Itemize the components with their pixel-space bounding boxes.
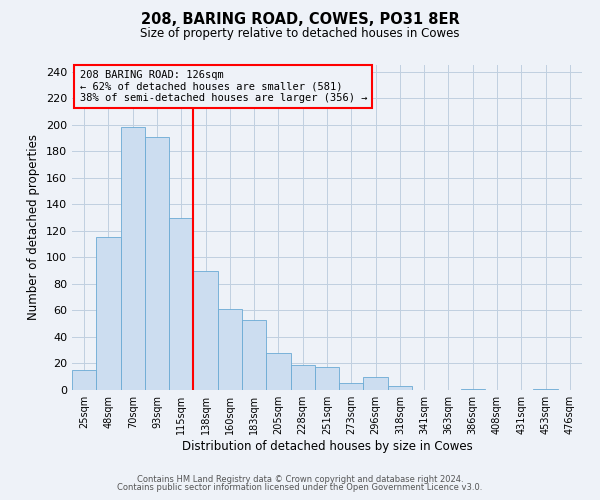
Bar [315, 368, 339, 390]
Text: 208 BARING ROAD: 126sqm
← 62% of detached houses are smaller (581)
38% of semi-d: 208 BARING ROAD: 126sqm ← 62% of detache… [80, 70, 367, 103]
Bar [339, 384, 364, 390]
Bar [388, 386, 412, 390]
Y-axis label: Number of detached properties: Number of detached properties [28, 134, 40, 320]
Text: Contains HM Land Registry data © Crown copyright and database right 2024.: Contains HM Land Registry data © Crown c… [137, 475, 463, 484]
Bar [169, 218, 193, 390]
Bar [96, 238, 121, 390]
Bar [218, 309, 242, 390]
Bar [266, 353, 290, 390]
Bar [242, 320, 266, 390]
Text: 208, BARING ROAD, COWES, PO31 8ER: 208, BARING ROAD, COWES, PO31 8ER [140, 12, 460, 28]
Text: Size of property relative to detached houses in Cowes: Size of property relative to detached ho… [140, 28, 460, 40]
Bar [364, 376, 388, 390]
Bar [193, 270, 218, 390]
Bar [533, 388, 558, 390]
Bar [145, 136, 169, 390]
Text: Contains public sector information licensed under the Open Government Licence v3: Contains public sector information licen… [118, 484, 482, 492]
Bar [121, 128, 145, 390]
Bar [72, 370, 96, 390]
X-axis label: Distribution of detached houses by size in Cowes: Distribution of detached houses by size … [182, 440, 472, 453]
Bar [290, 365, 315, 390]
Bar [461, 388, 485, 390]
